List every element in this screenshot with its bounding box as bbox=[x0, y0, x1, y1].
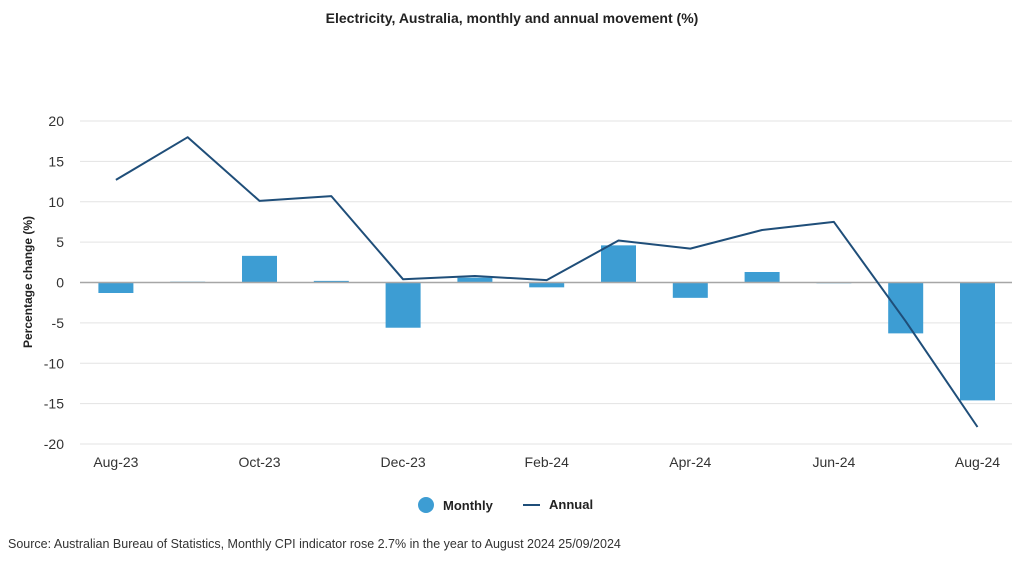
x-tick-label: Dec-23 bbox=[381, 454, 426, 470]
legend-item-annual[interactable]: Annual bbox=[523, 497, 593, 512]
bar bbox=[888, 282, 924, 334]
legend-label-monthly: Monthly bbox=[443, 497, 493, 513]
grid-lines bbox=[80, 120, 1012, 445]
legend: Monthly Annual bbox=[0, 497, 1024, 519]
x-tick-label: Apr-24 bbox=[669, 454, 711, 470]
bar bbox=[601, 245, 636, 283]
bar bbox=[242, 255, 277, 283]
monthly-bars bbox=[98, 245, 995, 401]
chart-title: Electricity, Australia, monthly and annu… bbox=[325, 10, 699, 26]
legend-swatch-annual bbox=[523, 503, 540, 506]
x-tick-label: Feb-24 bbox=[525, 454, 570, 470]
annual-series-line bbox=[115, 136, 979, 428]
bar bbox=[98, 282, 134, 293]
x-axis-ticks: Aug-23 Oct-23 Dec-23 Feb-24 Apr-24 Jun-24 Aug-… bbox=[93, 454, 1000, 470]
y-tick-label: 15 bbox=[48, 153, 64, 169]
bar bbox=[672, 282, 708, 298]
bar bbox=[457, 277, 493, 283]
bar bbox=[744, 272, 780, 283]
x-tick-label: Aug-24 bbox=[955, 454, 1000, 470]
legend-label-annual: Annual bbox=[549, 497, 594, 512]
bar bbox=[960, 282, 995, 401]
y-axis-label: Percentage change (%) bbox=[21, 216, 35, 348]
bar bbox=[385, 282, 421, 328]
y-tick-label: -5 bbox=[52, 315, 65, 331]
legend-swatch-monthly bbox=[418, 497, 434, 513]
legend-item-monthly[interactable]: Monthly bbox=[418, 497, 493, 513]
annual-line bbox=[115, 136, 979, 428]
x-tick-label: Aug-23 bbox=[93, 454, 138, 470]
y-tick-label: -10 bbox=[44, 355, 64, 371]
x-tick-label: Jun-24 bbox=[812, 454, 855, 470]
y-tick-label: -15 bbox=[44, 396, 64, 412]
bar bbox=[529, 282, 565, 288]
y-tick-label: 5 bbox=[56, 234, 64, 250]
y-axis-ticks: 20 15 10 5 0 -5 -10 -15 -20 bbox=[44, 113, 64, 452]
y-tick-label: -20 bbox=[44, 436, 64, 452]
source-note: Source: Australian Bureau of Statistics,… bbox=[8, 537, 621, 551]
bar bbox=[313, 280, 349, 283]
y-tick-label: 20 bbox=[48, 113, 64, 129]
y-tick-label: 10 bbox=[48, 194, 64, 210]
x-tick-label: Oct-23 bbox=[238, 454, 280, 470]
y-tick-label: 0 bbox=[56, 275, 64, 291]
chart-plot: 20 15 10 5 0 -5 -10 -15 -20 Aug-23 Oct-23 Dec-23 Fe… bbox=[21, 113, 1012, 470]
